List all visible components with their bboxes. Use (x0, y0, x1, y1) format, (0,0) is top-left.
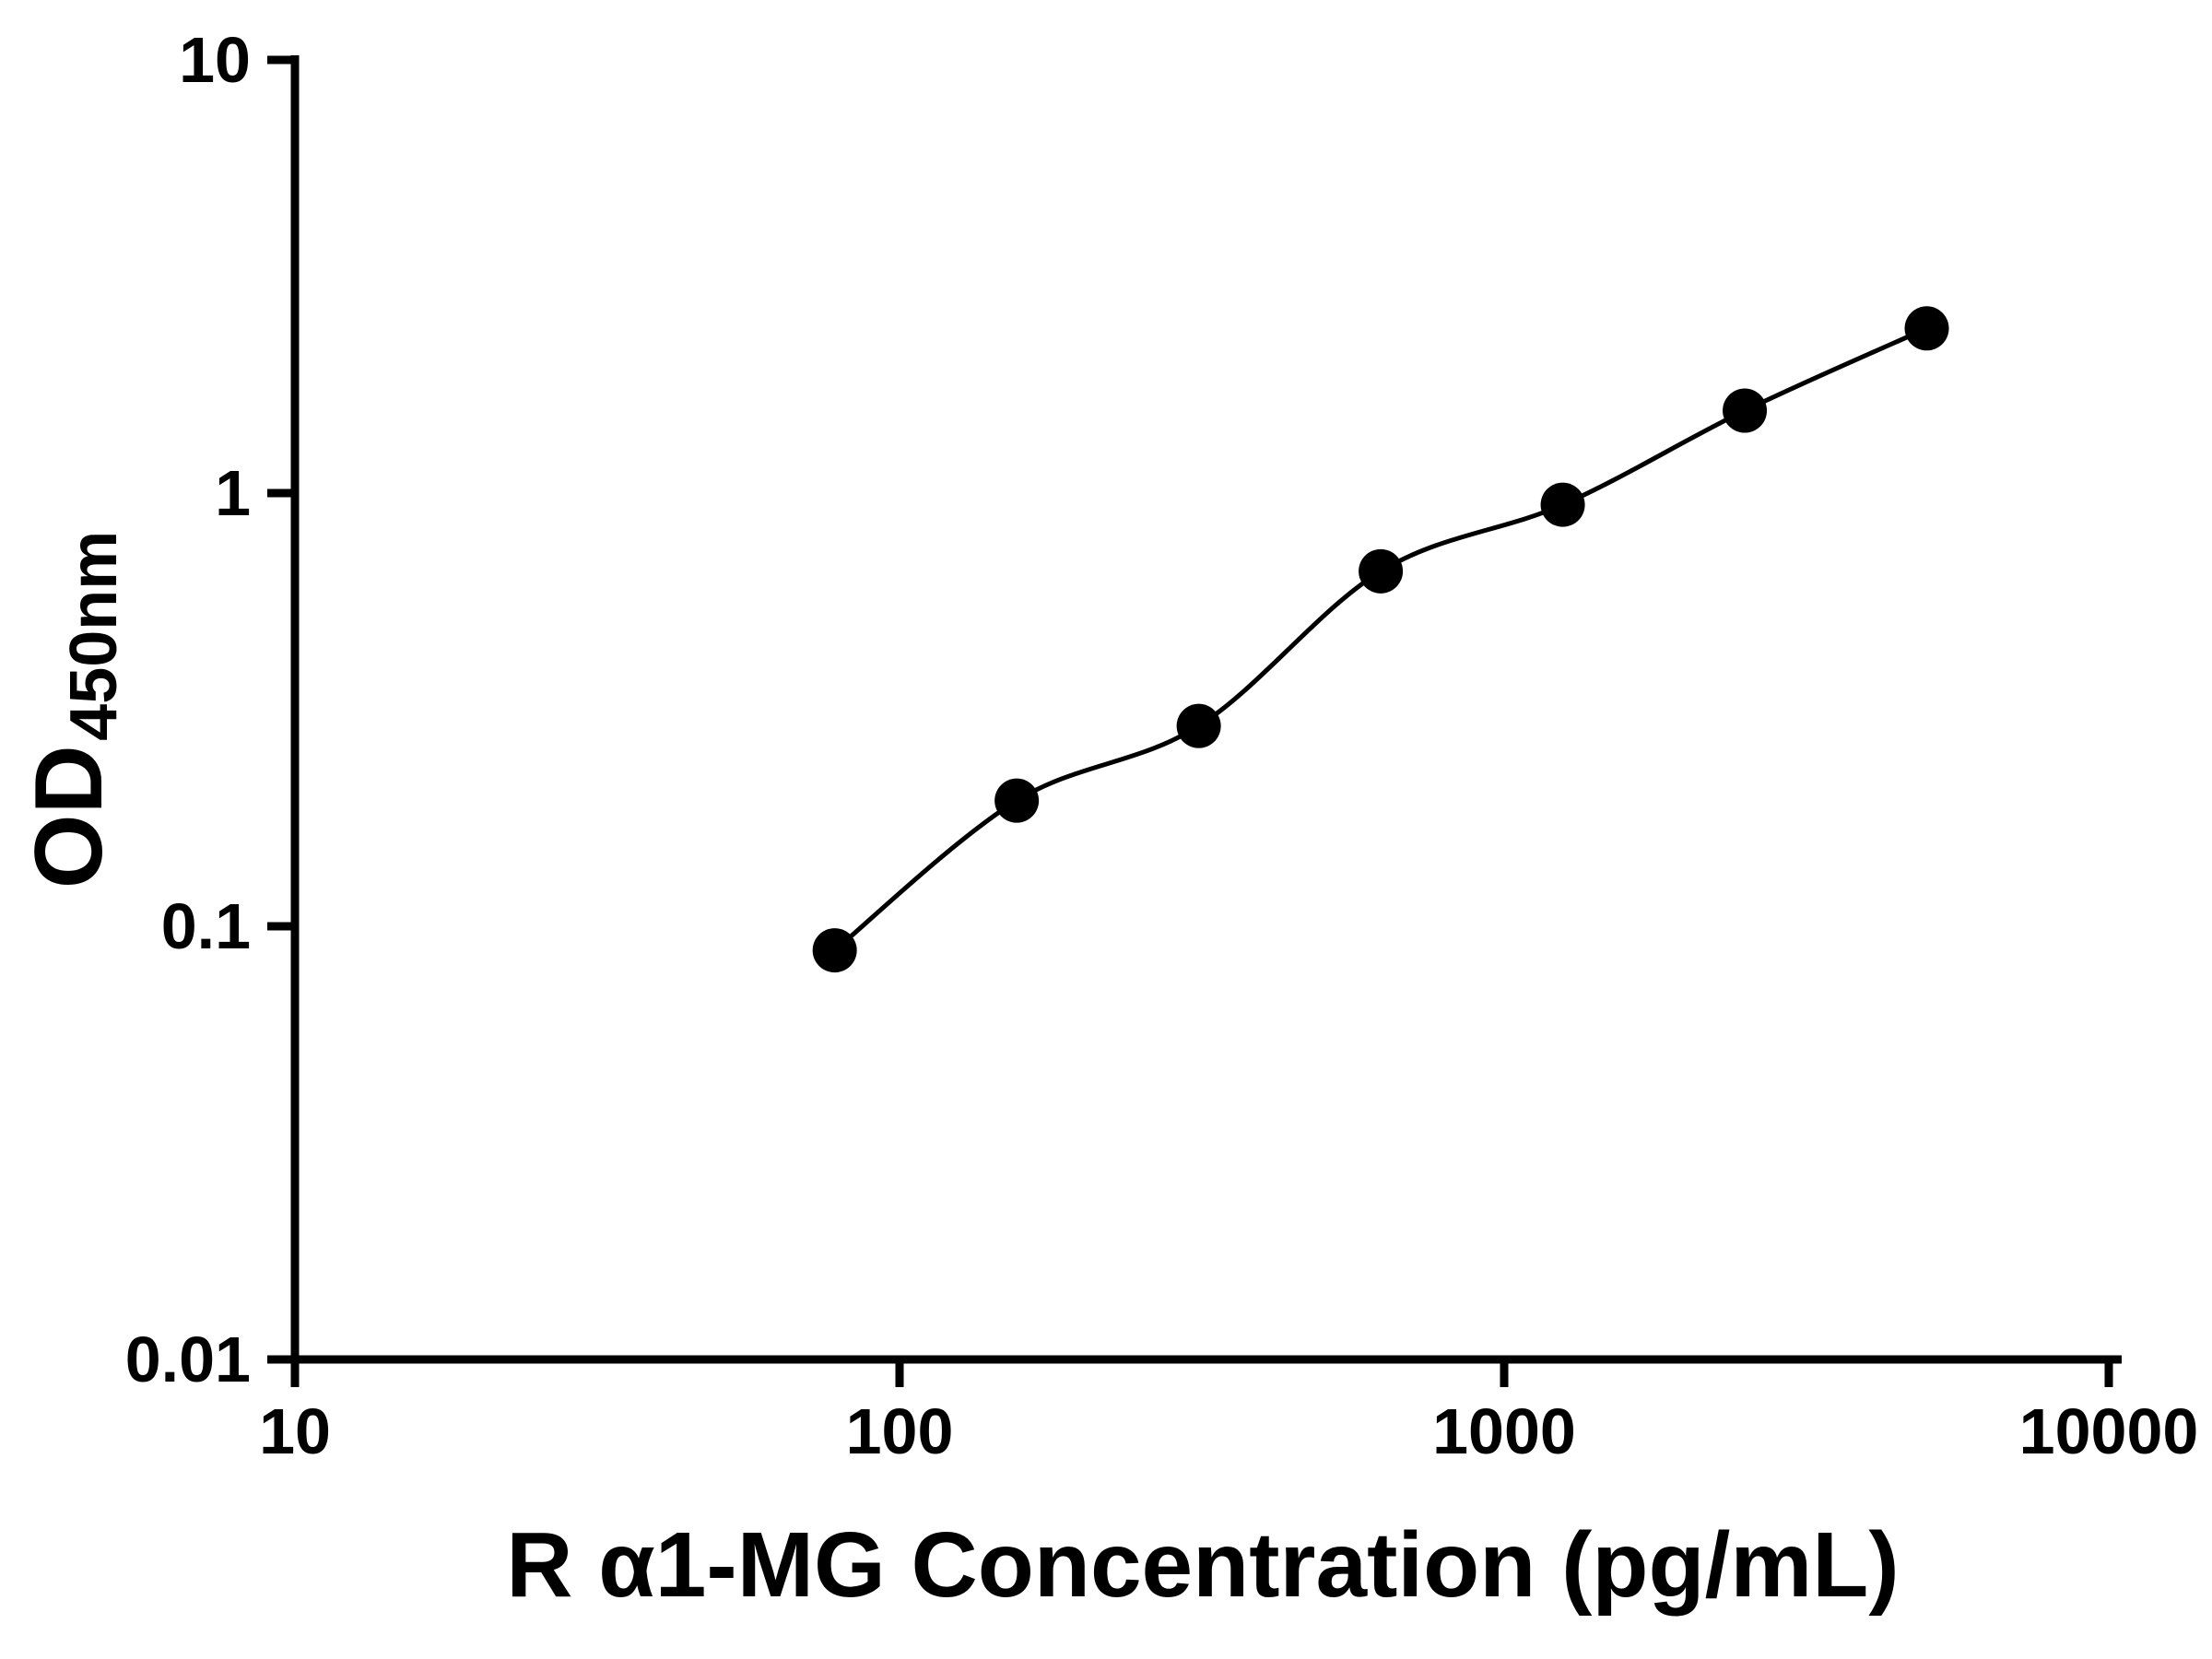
y-axis-title: OD 450nm (16, 531, 131, 889)
data-point (1540, 482, 1585, 527)
series-points-group (812, 306, 1949, 973)
x-tick-label: 10000 (2019, 1395, 2199, 1467)
data-point (1176, 703, 1221, 748)
x-tick-label: 100 (846, 1395, 954, 1467)
y-axis-title-main: OD (16, 745, 123, 888)
data-point (1359, 548, 1404, 594)
y-axis-title-subscript: 450nm (57, 531, 131, 741)
x-axis-tick-labels: 10 100 1000 10000 (259, 1395, 2198, 1467)
data-point (812, 928, 857, 973)
x-tick-label: 1000 (1432, 1395, 1576, 1467)
x-tick-label: 10 (259, 1395, 331, 1467)
y-tick-label: 10 (179, 24, 251, 96)
data-point (1723, 388, 1768, 433)
y-axis-ticks (267, 55, 295, 1364)
y-axis-tick-labels: 0.01 0.1 1 10 (125, 24, 251, 1395)
data-point (994, 778, 1040, 823)
data-point (1904, 306, 1949, 351)
x-axis-title: R α1-MG Concentration (pg/mL) (506, 1513, 1899, 1617)
x-axis-ticks (290, 1359, 2113, 1387)
y-tick-label: 1 (215, 457, 251, 529)
y-tick-label: 0.1 (161, 890, 251, 962)
y-tick-label: 0.01 (125, 1324, 251, 1395)
